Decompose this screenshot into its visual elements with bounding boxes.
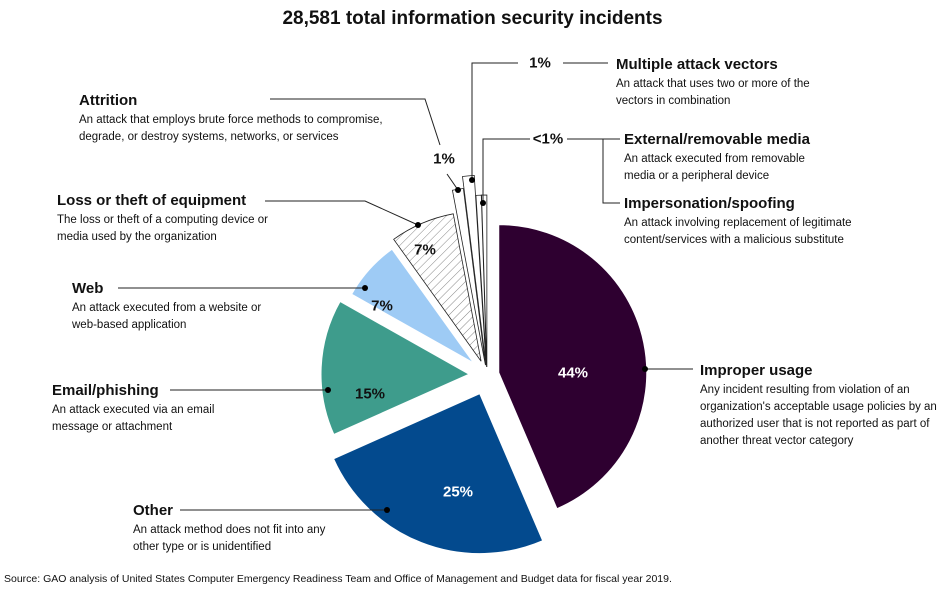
leader-dot xyxy=(455,187,461,193)
legend-description: The loss or theft of a computing device … xyxy=(57,214,268,243)
data-label-loss: 7% xyxy=(414,241,436,259)
leader-multiple xyxy=(471,62,518,180)
pie-slice-other xyxy=(332,392,544,555)
legend-web: Web An attack executed from a website or… xyxy=(72,280,282,334)
data-label-external: <1% xyxy=(532,130,564,148)
legend-email: Email/phishing An attack executed via an… xyxy=(52,382,242,436)
pie-slice-email-phishing xyxy=(320,300,471,436)
legend-title: Improper usage xyxy=(700,362,813,379)
leader-external-right xyxy=(567,138,620,204)
data-label-other: 25% xyxy=(442,483,474,501)
legend-description: An attack executed via an email message … xyxy=(52,404,215,433)
pie-slice-impersonation-spoofing xyxy=(481,194,488,368)
legend-title: Attrition xyxy=(79,92,138,109)
legend-description: An attack executed from a website or web… xyxy=(72,302,262,331)
leader-attrition xyxy=(270,98,441,146)
leader-dot xyxy=(469,177,475,183)
data-label-improper: 44% xyxy=(557,364,589,382)
legend-loss: Loss or theft of equipment The loss or t… xyxy=(57,192,277,246)
data-label-multiple: 1% xyxy=(529,54,551,72)
leader-dot xyxy=(642,366,648,372)
legend-title: Email/phishing xyxy=(52,382,159,399)
data-label-attrition: 1% xyxy=(433,150,455,168)
legend-description: Any incident resulting from violation of… xyxy=(700,384,937,447)
leader-dot xyxy=(362,285,368,291)
pie-slice-web xyxy=(350,248,475,364)
legend-title: Loss or theft of equipment xyxy=(57,192,247,209)
leader-dot xyxy=(325,387,331,393)
leader-dot xyxy=(384,507,390,513)
legend-title: Impersonation/spoofing xyxy=(624,195,795,212)
pie-slice-loss-or-theft-of-equipment xyxy=(393,213,482,362)
data-label-web: 7% xyxy=(371,297,393,315)
leader-loss xyxy=(265,200,419,226)
source-note: Source: GAO analysis of United States Co… xyxy=(4,573,672,585)
data-label-email: 15% xyxy=(354,385,386,403)
leader-external xyxy=(482,138,530,203)
pie-slice-improper-usage xyxy=(498,224,648,510)
legend-attrition: Attrition An attack that employs brute f… xyxy=(79,92,414,146)
legend-other: Other An attack method does not fit into… xyxy=(133,502,338,556)
legend-description: An attack executed from removable media … xyxy=(624,153,805,182)
legend-description: An attack that uses two or more of the v… xyxy=(616,78,810,107)
legend-multiple: Multiple attack vectors An attack that u… xyxy=(616,56,816,110)
legend-description: An attack method does not fit into any o… xyxy=(133,524,326,553)
legend-impersonation: Impersonation/spoofing An attack involvi… xyxy=(624,195,864,249)
leader-dot xyxy=(480,200,486,206)
legend-title: Multiple attack vectors xyxy=(616,56,778,73)
pie-slice-multiple-attack-vectors xyxy=(462,174,487,366)
legend-improper: Improper usage Any incident resulting fr… xyxy=(700,362,940,450)
leader-dot xyxy=(415,222,421,228)
legend-external: External/removable media An attack execu… xyxy=(624,131,824,185)
legend-title: External/removable media xyxy=(624,131,810,148)
legend-description: An attack involving replacement of legit… xyxy=(624,217,852,246)
legend-description: An attack that employs brute force metho… xyxy=(79,114,383,143)
leader-lines xyxy=(118,62,693,511)
legend-title: Other xyxy=(133,502,174,519)
legend-title: Web xyxy=(72,280,104,297)
chart-title: 28,581 total information security incide… xyxy=(282,8,663,29)
